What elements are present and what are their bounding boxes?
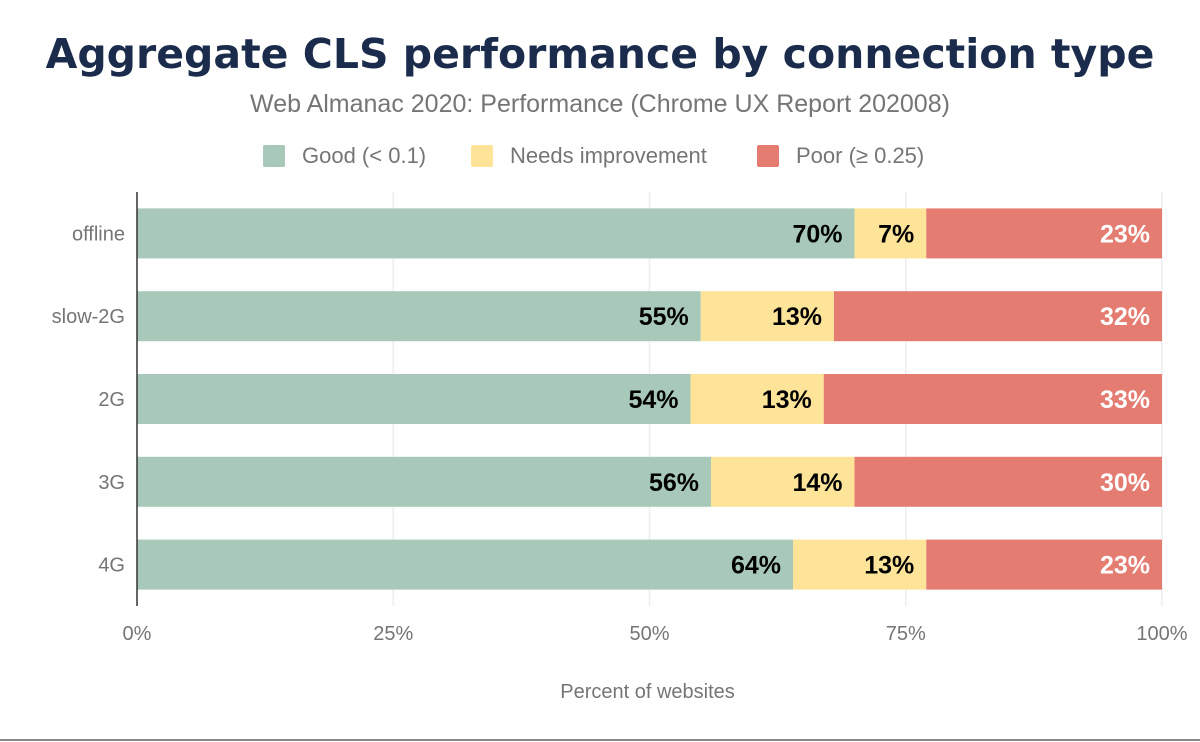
data-label: 33% [1100, 386, 1150, 414]
data-label: 14% [792, 469, 842, 497]
x-tick-label: 50% [629, 623, 669, 645]
y-tick-label: slow-2G [52, 306, 125, 328]
bar-segment [854, 456, 1162, 507]
bar-segment [854, 208, 927, 259]
bar-segment [137, 456, 711, 507]
y-tick-label: 2G [98, 389, 125, 411]
data-label: 7% [878, 220, 914, 248]
data-label: 13% [772, 303, 822, 331]
data-label: 13% [864, 552, 914, 580]
data-label: 13% [762, 386, 812, 414]
legend-label: Needs improvement [510, 143, 707, 168]
y-tick-label: offline [72, 223, 125, 245]
bar-segment [711, 456, 855, 507]
data-label: 54% [628, 386, 678, 414]
x-axis-label: Percent of websites [560, 681, 735, 703]
bar-segment [834, 291, 1162, 342]
legend-label: Poor (≥ 0.25) [796, 143, 925, 168]
legend: Good (< 0.1) Needs improvement Poor (≥ 0… [0, 143, 1200, 171]
chart-subtitle: Web Almanac 2020: Performance (Chrome UX… [250, 90, 950, 118]
bar-segment [137, 208, 855, 259]
data-label: 55% [639, 303, 689, 331]
legend-item-good: Good (< 0.1) [263, 143, 426, 169]
data-label: 23% [1100, 220, 1150, 248]
data-label: 30% [1100, 469, 1150, 497]
y-tick-label: 4G [98, 555, 125, 577]
legend-swatch [263, 145, 285, 167]
y-tick-label: 3G [98, 472, 125, 494]
legend-item-needs-improvement: Needs improvement [471, 143, 707, 169]
legend-item-poor: Poor (≥ 0.25) [757, 143, 924, 169]
data-label: 56% [649, 469, 699, 497]
bar-segment [700, 291, 834, 342]
data-label: 64% [731, 552, 781, 580]
data-label: 23% [1100, 552, 1150, 580]
x-tick-label: 25% [373, 623, 413, 645]
x-tick-label: 75% [886, 623, 926, 645]
legend-swatch [471, 145, 493, 167]
chart-title: Aggregate CLS performance by connection … [45, 30, 1155, 78]
bar-segment [926, 208, 1162, 259]
bar-segment [793, 539, 927, 590]
bar-segment [137, 374, 691, 424]
bar-segment [690, 374, 824, 424]
legend-label: Good (< 0.1) [302, 143, 427, 168]
bar-segment [137, 291, 701, 342]
data-label: 70% [792, 220, 842, 248]
x-tick-label: 100% [1136, 623, 1187, 645]
legend-swatch [757, 145, 779, 167]
bar-segment [823, 374, 1162, 424]
divider [0, 739, 1200, 741]
data-label: 32% [1100, 303, 1150, 331]
x-tick-label: 0% [123, 623, 152, 645]
bar-segment [137, 539, 793, 590]
bar-segment [926, 539, 1162, 590]
